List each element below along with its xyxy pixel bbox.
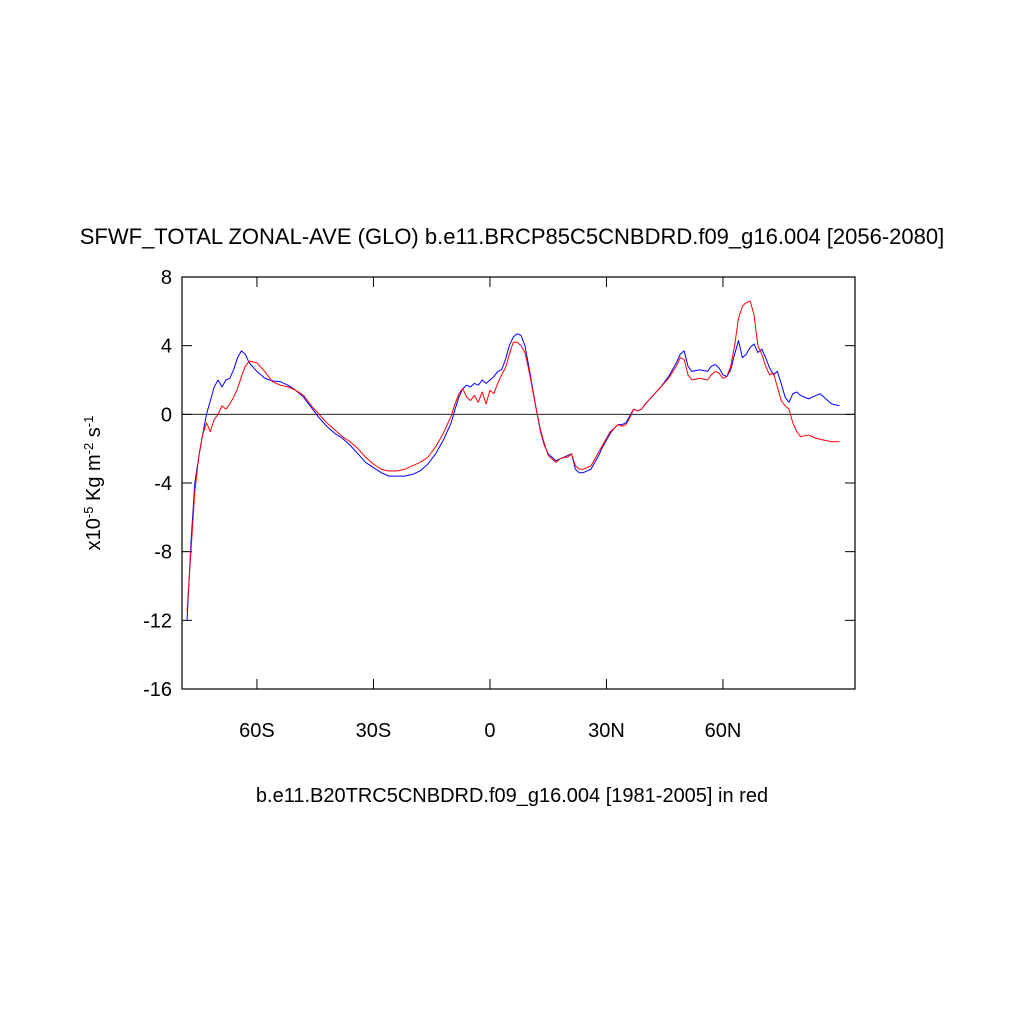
y-tick-label: -12	[143, 610, 172, 632]
y-tick-label: 4	[161, 336, 172, 358]
x-axis-label: b.e11.B20TRC5CNBDRD.f09_g16.004 [1981-20…	[256, 785, 768, 807]
y-tick-label: 8	[161, 267, 172, 289]
x-tick-label: 30N	[588, 720, 625, 742]
series-line	[186, 333, 840, 621]
x-tick-label: 30S	[356, 720, 392, 742]
y-tick-label: 0	[161, 404, 172, 426]
y-axis-label-part: s	[83, 427, 105, 443]
plot-frame	[181, 276, 856, 690]
series-line	[186, 300, 840, 612]
y-axis-label-part: -5	[81, 507, 96, 519]
y-tick-label: -8	[154, 542, 172, 564]
y-tick-label: -16	[143, 679, 172, 701]
x-tick-label: 0	[484, 720, 495, 742]
y-axis-label-part: -2	[81, 443, 96, 455]
chart-title: SFWF_TOTAL ZONAL-AVE (GLO) b.e11.BRCP85C…	[80, 224, 944, 249]
x-tick-label: 60N	[705, 720, 742, 742]
y-axis-label-part: -1	[81, 416, 96, 428]
x-tick-label: 60S	[239, 720, 275, 742]
y-axis-label: x10-5 Kg m-2 s-1	[81, 416, 106, 551]
y-axis-label-part: x10	[83, 518, 105, 550]
y-axis-label-part: Kg m	[83, 454, 105, 506]
y-tick-label: -4	[154, 473, 172, 495]
